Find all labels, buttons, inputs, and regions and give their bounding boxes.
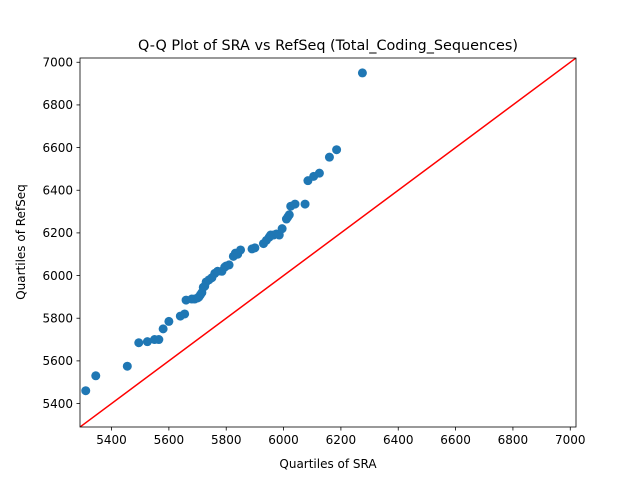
y-tick-label: 5800: [42, 312, 73, 326]
x-tick-label: 7000: [555, 433, 586, 447]
data-point: [300, 199, 310, 209]
data-point: [236, 245, 246, 255]
data-point: [134, 338, 144, 348]
data-points: [81, 68, 367, 396]
x-tick-label: 6200: [326, 433, 357, 447]
data-point: [250, 243, 260, 253]
data-point: [332, 145, 342, 155]
x-tick-label: 5400: [96, 433, 127, 447]
data-point: [224, 260, 234, 270]
y-tick-label: 5600: [42, 354, 73, 368]
data-point: [164, 316, 174, 326]
data-point: [142, 337, 152, 347]
y-tick-label: 7000: [42, 56, 73, 70]
y-tick-label: 6600: [42, 141, 73, 155]
y-tick-label: 6200: [42, 226, 73, 240]
data-point: [284, 210, 294, 220]
x-axis-label: Quartiles of SRA: [279, 457, 377, 471]
data-point: [180, 309, 190, 319]
axes-frame: [79, 57, 577, 428]
chart-title: Q-Q Plot of SRA vs RefSeq (Total_Coding_…: [138, 38, 518, 54]
x-tick-label: 5600: [154, 433, 185, 447]
data-point: [357, 68, 367, 78]
x-tick-label: 5800: [211, 433, 242, 447]
y-axis-label: Quartiles of RefSeq: [14, 184, 28, 300]
reference-line: [80, 58, 576, 427]
y-tick-label: 6800: [42, 98, 73, 112]
x-tick-label: 6800: [498, 433, 529, 447]
data-point: [290, 199, 300, 209]
data-point: [277, 224, 287, 234]
x-tick-label: 6400: [383, 433, 414, 447]
x-tick-label: 6600: [440, 433, 471, 447]
data-point: [154, 335, 164, 345]
y-tick-label: 6400: [42, 184, 73, 198]
y-tick-label: 6000: [42, 269, 73, 283]
x-tick-label: 6000: [268, 433, 299, 447]
data-point: [314, 168, 324, 178]
data-point: [324, 152, 334, 162]
data-point: [122, 361, 132, 371]
y-tick-label: 5400: [42, 397, 73, 411]
data-point: [81, 386, 91, 396]
data-point: [158, 324, 168, 334]
plot-area: 5400 5600 5800 6000 6200 6400 6600 6800 7000 5400…: [42, 56, 585, 447]
data-point: [91, 371, 101, 381]
